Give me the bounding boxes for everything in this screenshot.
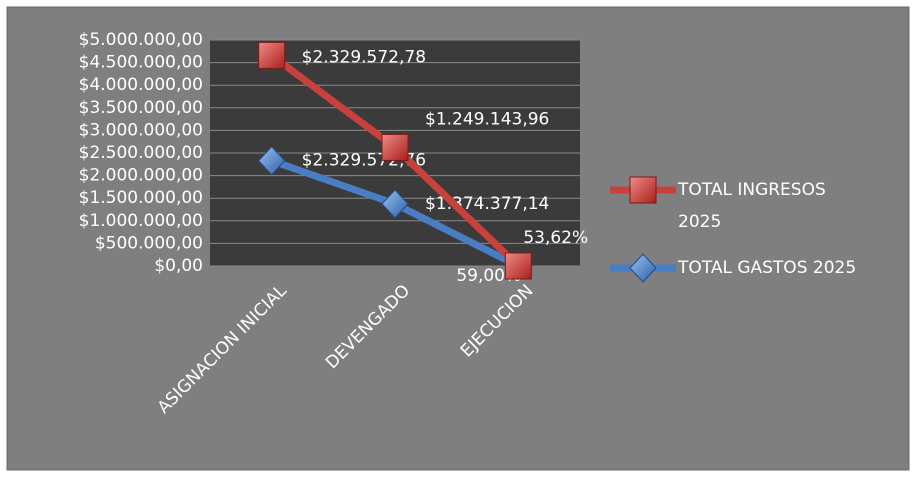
- y-tick-label: $4.000.000,00: [79, 75, 203, 95]
- legend-label-line: 2025: [678, 212, 721, 232]
- data-point: [381, 133, 409, 161]
- legend-label-line: TOTAL INGRESOS: [677, 180, 826, 200]
- data-label: $1.249.143,96: [425, 109, 549, 129]
- data-point: [257, 145, 286, 176]
- y-tick-label: $3.000.000,00: [79, 120, 203, 140]
- y-tick-label: $3.500.000,00: [79, 98, 203, 118]
- data-label: $2.329.572,78: [302, 47, 426, 67]
- y-tick-label: $1.000.000,00: [79, 211, 203, 231]
- y-tick-label: $1.500.000,00: [79, 188, 203, 208]
- y-tick-label: $4.500.000,00: [79, 53, 203, 73]
- data-point: [629, 176, 657, 204]
- legend-label: TOTAL INGRESOS 2025: [677, 180, 826, 232]
- data-point: [504, 252, 532, 280]
- data-point: [258, 41, 286, 69]
- y-tick-label: $5.000.000,00: [79, 30, 203, 50]
- data-label: 53,62%: [523, 228, 588, 248]
- legend-label: TOTAL GASTOS 2025: [677, 258, 856, 278]
- y-tick-label: $500.000,00: [95, 233, 203, 253]
- data-point: [381, 189, 409, 219]
- y-tick-label: $2.500.000,00: [79, 143, 203, 163]
- y-tick-label: $0,00: [154, 256, 203, 276]
- y-tick-label: $2.000.000,00: [79, 166, 203, 186]
- data-point: [629, 253, 657, 283]
